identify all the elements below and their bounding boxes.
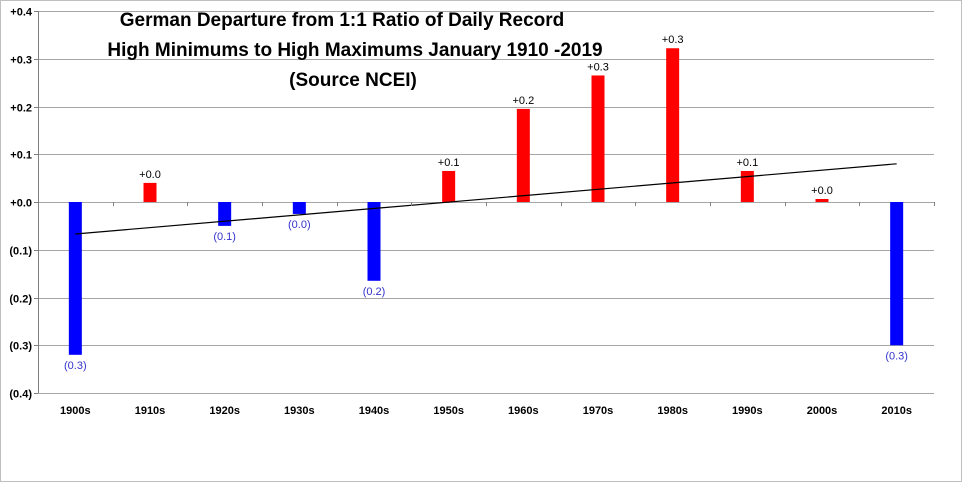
bar-1900s xyxy=(68,202,82,355)
data-label-1970s: +0.3 xyxy=(587,61,609,73)
data-label-1900s: (0.3) xyxy=(64,360,87,372)
data-label-2010s: (0.3) xyxy=(885,350,908,362)
bar-2000s xyxy=(815,199,829,202)
y-tick-label-7: (0.3) xyxy=(9,341,32,353)
data-label-1990s: +0.1 xyxy=(736,157,758,169)
bar-1990s xyxy=(740,170,754,202)
bar-1960s xyxy=(516,108,530,202)
x-tick-label-1970s: 1970s xyxy=(583,405,614,417)
chart-title: German Departure from 1:1 Ratio of Daily… xyxy=(107,10,602,91)
data-labels: (0.3) +0.0 (0.1) (0.0) (0.2) +0.1 +0.2 +0.3 +0.3… xyxy=(64,34,908,372)
bar-1940s xyxy=(367,202,381,281)
title-line-3: (Source NCEI) xyxy=(289,70,417,91)
bar-1930s xyxy=(292,202,306,214)
x-tick-label-1940s: 1940s xyxy=(359,405,390,417)
trendline xyxy=(75,163,897,235)
y-tick-label-3: +0.1 xyxy=(10,150,32,162)
x-tick-label-2010s: 2010s xyxy=(881,405,912,417)
bar-1980s xyxy=(666,48,680,203)
x-tick-label-1910s: 1910s xyxy=(135,405,166,417)
x-tick-label-1920s: 1920s xyxy=(209,405,240,417)
data-label-1950s: +0.1 xyxy=(438,157,460,169)
axes: +0.4 +0.3 +0.2 +0.1 +0.0 (0.1) (0.2) (0.3) (0.4)… xyxy=(9,7,935,417)
x-tick-label-1930s: 1930s xyxy=(284,405,315,417)
bar-1950s xyxy=(442,170,456,202)
data-label-1910s: +0.0 xyxy=(139,169,161,181)
bar-1920s xyxy=(218,202,232,226)
x-tick-label-1980s: 1980s xyxy=(657,405,688,417)
bars xyxy=(68,48,904,355)
y-tick-label-0: +0.4 xyxy=(10,7,33,19)
y-tick-label-5: (0.1) xyxy=(9,246,32,258)
x-tick-label-2000s: 2000s xyxy=(807,405,838,417)
bar-1910s xyxy=(143,182,157,202)
y-tick-label-6: (0.2) xyxy=(9,294,32,306)
data-label-1920s: (0.1) xyxy=(213,231,236,243)
data-label-1930s: (0.0) xyxy=(288,219,311,231)
title-line-1: German Departure from 1:1 Ratio of Daily… xyxy=(120,10,565,31)
x-tick-label-1900s: 1900s xyxy=(60,405,91,417)
bar-1970s xyxy=(591,75,605,202)
trendline-group xyxy=(75,163,897,235)
data-label-1940s: (0.2) xyxy=(363,286,386,298)
x-tick-label-1990s: 1990s xyxy=(732,405,763,417)
x-tick-label-1950s: 1950s xyxy=(433,405,464,417)
y-tick-label-8: (0.4) xyxy=(9,389,32,401)
title-line-2: High Minimums to High Maximums January 1… xyxy=(107,40,602,61)
y-tick-label-2: +0.2 xyxy=(10,103,32,115)
x-tick-label-1960s: 1960s xyxy=(508,405,539,417)
data-label-1980s: +0.3 xyxy=(662,34,684,46)
data-label-2000s: +0.0 xyxy=(811,185,833,197)
y-tick-label-1: +0.3 xyxy=(10,55,32,67)
data-label-1960s: +0.2 xyxy=(512,95,534,107)
y-tick-label-4: +0.0 xyxy=(10,198,32,210)
bar-2010s xyxy=(890,202,904,346)
